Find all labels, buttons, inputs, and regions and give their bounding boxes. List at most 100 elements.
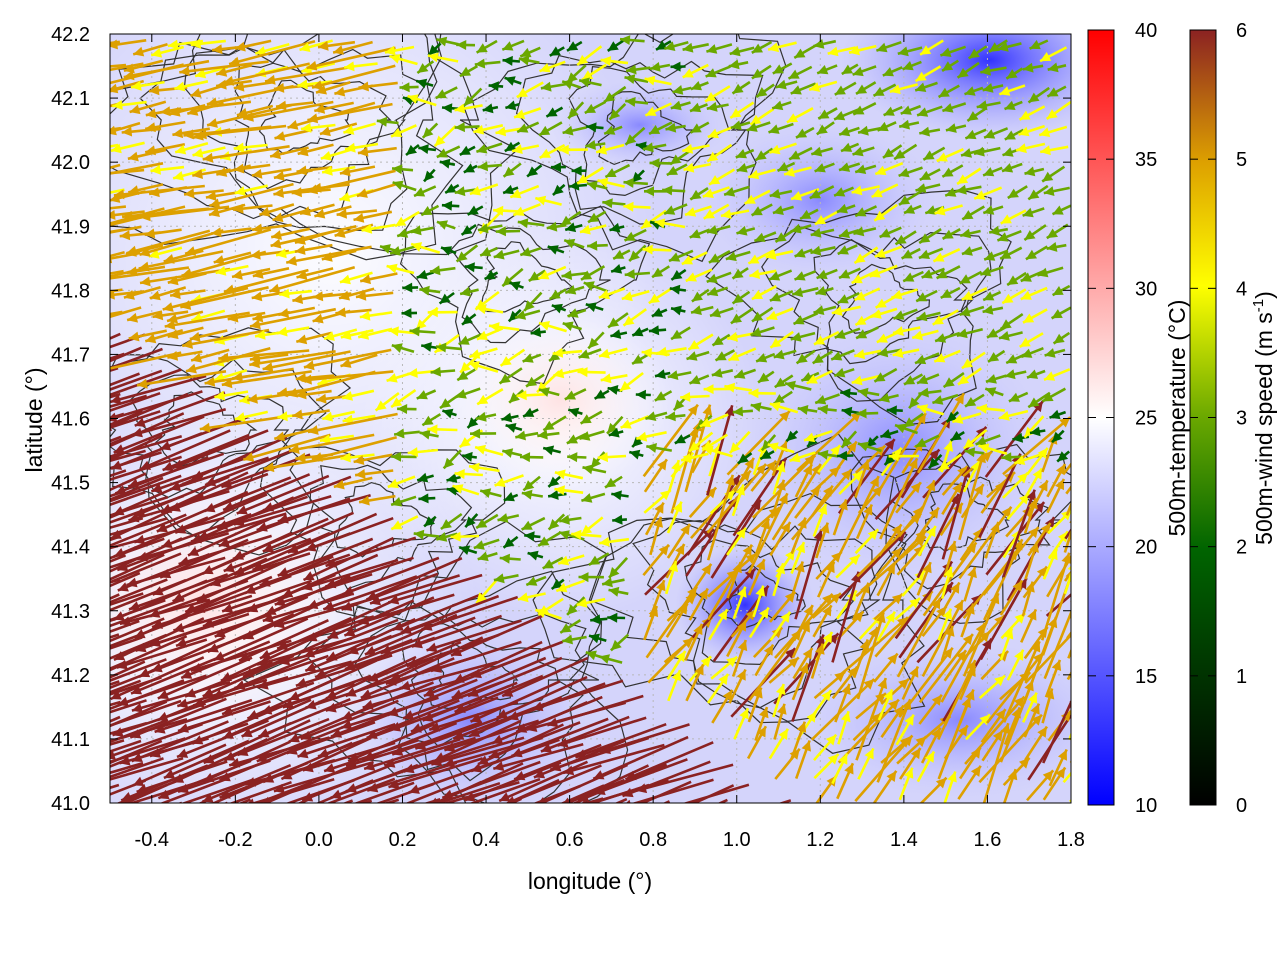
wind-vector-head	[725, 474, 735, 486]
wind-vector-head	[190, 38, 202, 49]
wind-vector-head	[752, 311, 764, 322]
wind-vector-head	[196, 593, 209, 603]
wind-vector-head	[547, 245, 559, 255]
wind-vector	[838, 267, 861, 280]
wind-vector	[475, 579, 498, 605]
wind-vector-head	[167, 329, 179, 340]
wind-vector-head	[879, 228, 891, 238]
wind-vector-head	[553, 368, 565, 379]
wind-vector	[479, 488, 502, 498]
wind-vector-head	[759, 607, 769, 619]
wind-vector-head	[840, 388, 851, 399]
wind-vector-head	[580, 414, 592, 424]
wind-vector-shaft	[190, 512, 287, 543]
wind-vector	[123, 59, 164, 74]
wind-vector	[917, 479, 936, 519]
wind-vector-head	[454, 186, 466, 197]
wind-vector-head	[462, 314, 473, 325]
wind-vector	[427, 52, 459, 63]
wind-vector-head	[499, 792, 511, 802]
wind-vector-head	[877, 121, 889, 132]
wind-vector-shaft	[184, 228, 272, 255]
wind-vector-head	[468, 361, 480, 371]
wind-vector-head	[306, 60, 318, 71]
wind-vector	[917, 525, 937, 557]
wind-vector	[774, 374, 794, 389]
wind-vector-head	[656, 346, 668, 357]
wind-vector	[706, 474, 735, 561]
wind-vector	[754, 518, 771, 558]
wind-vector	[837, 450, 854, 461]
wind-vector-head	[180, 300, 192, 310]
wind-vector-shaft	[297, 722, 396, 758]
wind-vector	[879, 457, 919, 540]
wind-vector	[619, 371, 644, 393]
wind-vector-head	[84, 312, 95, 322]
wind-vector	[407, 94, 437, 107]
wind-vector	[937, 453, 962, 472]
wind-vector	[476, 142, 503, 154]
wind-vector	[612, 249, 631, 260]
wind-vector-shaft	[325, 536, 417, 568]
wind-vector-head	[815, 395, 827, 405]
wind-vector-head	[140, 460, 152, 470]
wind-vector	[830, 349, 855, 361]
wind-vector-head	[904, 767, 914, 779]
wind-vector	[222, 473, 311, 512]
wind-vector	[813, 330, 840, 346]
wind-vector	[547, 513, 566, 531]
wind-vector	[390, 389, 417, 409]
wind-vector-head	[212, 44, 223, 55]
wind-vector-head	[934, 205, 946, 216]
wind-vector-head	[649, 124, 661, 134]
wind-vector-head	[774, 377, 786, 388]
wind-vector-head	[610, 329, 622, 339]
wind-vector-shaft	[110, 347, 163, 370]
wind-vector-shaft	[810, 678, 876, 741]
wind-vector	[191, 435, 288, 481]
wind-vector-shaft	[277, 537, 374, 577]
wind-vector-head	[648, 606, 659, 618]
wind-vector-shaft	[307, 102, 393, 122]
wind-vector-head	[359, 495, 370, 506]
wind-vector-shaft	[223, 268, 309, 294]
wind-vector-head	[48, 557, 59, 567]
wind-vector-head	[279, 288, 290, 299]
wind-vector-head	[706, 225, 718, 235]
wind-vector-head	[960, 228, 972, 239]
wind-vector	[848, 44, 877, 56]
wind-vector-shaft	[778, 799, 792, 803]
wind-vector-head	[654, 391, 666, 401]
wind-vector	[110, 679, 142, 694]
wind-vector-head	[755, 150, 767, 161]
wind-vector	[593, 389, 610, 400]
wind-vector	[595, 143, 625, 155]
wind-vector-head	[476, 518, 488, 528]
wind-vector	[788, 146, 813, 161]
wind-vector-head	[607, 422, 618, 434]
wind-vector-head	[940, 288, 952, 298]
wind-vector-head	[276, 100, 287, 111]
wind-vector-head	[904, 204, 916, 214]
wind-vector-shaft	[706, 474, 735, 561]
wind-vector-head	[915, 354, 927, 365]
wind-vector	[735, 148, 755, 159]
wind-vector	[435, 342, 463, 353]
wind-vector-head	[577, 54, 589, 65]
wind-vector-head	[348, 820, 359, 830]
wind-vector-head	[1019, 757, 1030, 769]
wind-vector-shaft	[562, 743, 665, 775]
wind-vector-head	[514, 109, 526, 119]
wind-vector-head	[315, 669, 327, 679]
wind-vector-head	[623, 201, 634, 212]
wind-vector-shaft	[682, 783, 750, 803]
wind-vector-head	[727, 331, 738, 342]
wind-vector-head	[539, 387, 550, 397]
wind-vector-head	[789, 748, 800, 760]
wind-vector-shaft	[220, 453, 311, 489]
wind-vector-head	[750, 114, 762, 125]
wind-vector-head	[693, 623, 703, 636]
wind-vector-head	[325, 578, 337, 589]
wind-vector-shaft	[513, 743, 602, 781]
wind-vector-head	[475, 444, 486, 455]
